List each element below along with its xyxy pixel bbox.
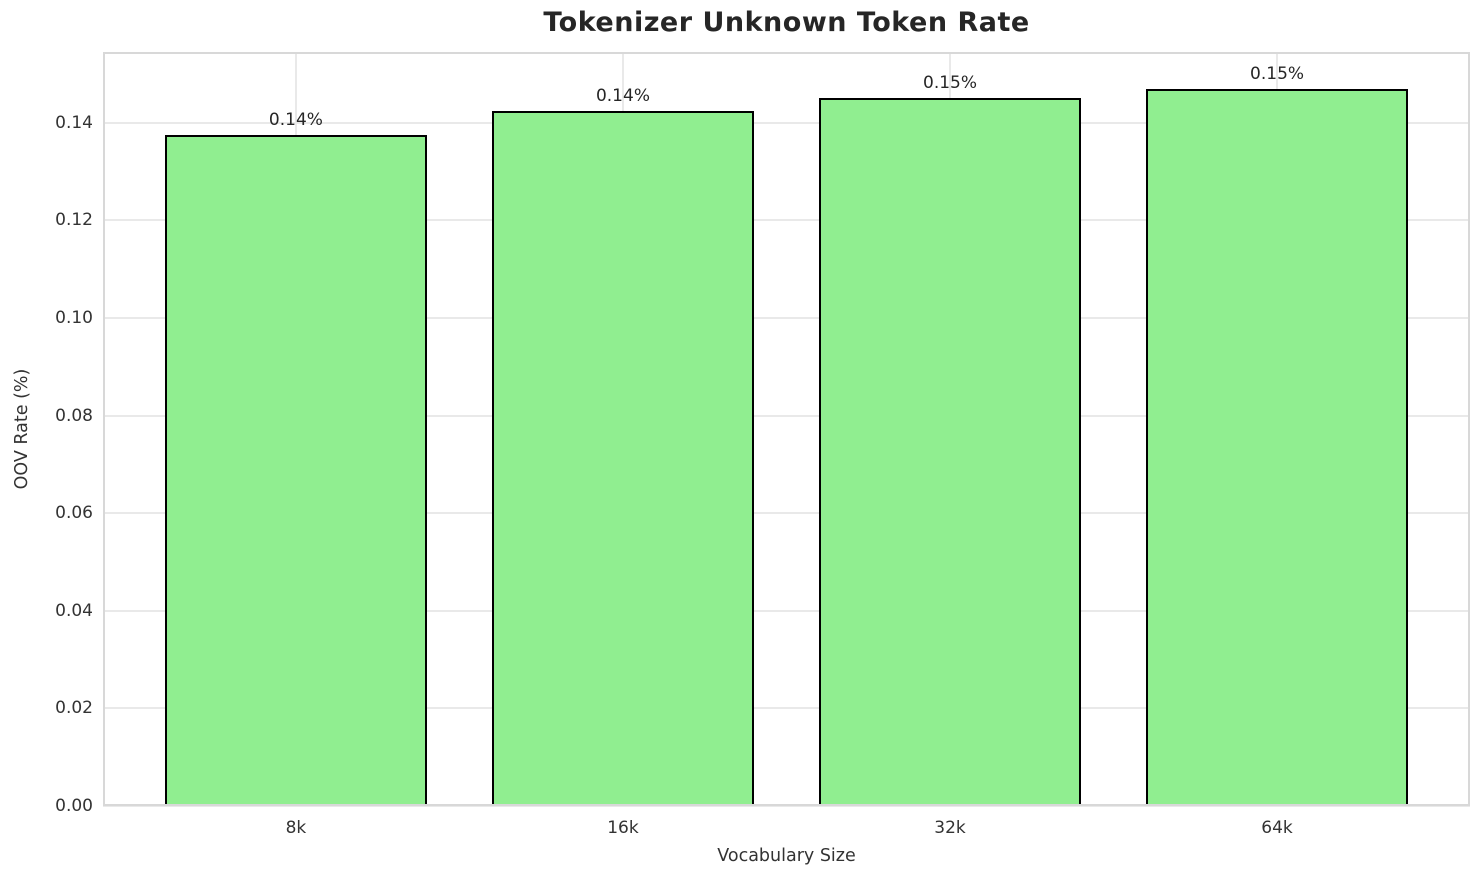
x-tick-label: 32k [934,818,966,838]
y-tick-label: 0.04 [55,600,93,621]
x-tick-label: 16k [607,818,639,838]
plot-area: 0.14% 0.14% 0.15% 0.15% [103,52,1470,807]
x-axis-label: Vocabulary Size [717,846,856,866]
gridline-horizontal [103,512,1470,515]
y-tick-label: 0.12 [55,210,93,231]
bar [1146,88,1408,806]
y-tick-label: 0.08 [55,405,93,426]
gridline-horizontal [103,121,1470,124]
x-tick-label: 8k [285,818,307,838]
chart-title: Tokenizer Unknown Token Rate [543,7,1030,38]
bar-value-label: 0.15% [1250,63,1305,84]
y-tick-label: 0.14 [55,112,93,133]
bar [165,134,427,806]
gridline-horizontal [103,316,1470,319]
bar [492,110,754,806]
gridline-horizontal [103,805,1470,807]
gridline-horizontal [103,219,1470,222]
gridline-horizontal [103,707,1470,710]
x-axis-ticks: 8k 16k 32k 64k [103,816,1470,840]
bar-value-label: 0.14% [595,85,650,106]
y-tick-label: 0.10 [55,307,93,328]
bar [819,98,1081,806]
y-tick-label: 0.06 [55,503,93,524]
y-axis-ticks: 0.00 0.02 0.04 0.06 0.08 0.10 0.12 0.14 [0,52,93,816]
x-tick-label: 64k [1261,818,1293,838]
bar-value-label: 0.14% [268,109,323,130]
y-tick-label: 0.02 [55,698,93,719]
gridline-horizontal [103,414,1470,417]
bar-value-label: 0.15% [923,73,978,94]
gridline-horizontal [103,609,1470,612]
y-tick-label: 0.00 [55,796,93,816]
